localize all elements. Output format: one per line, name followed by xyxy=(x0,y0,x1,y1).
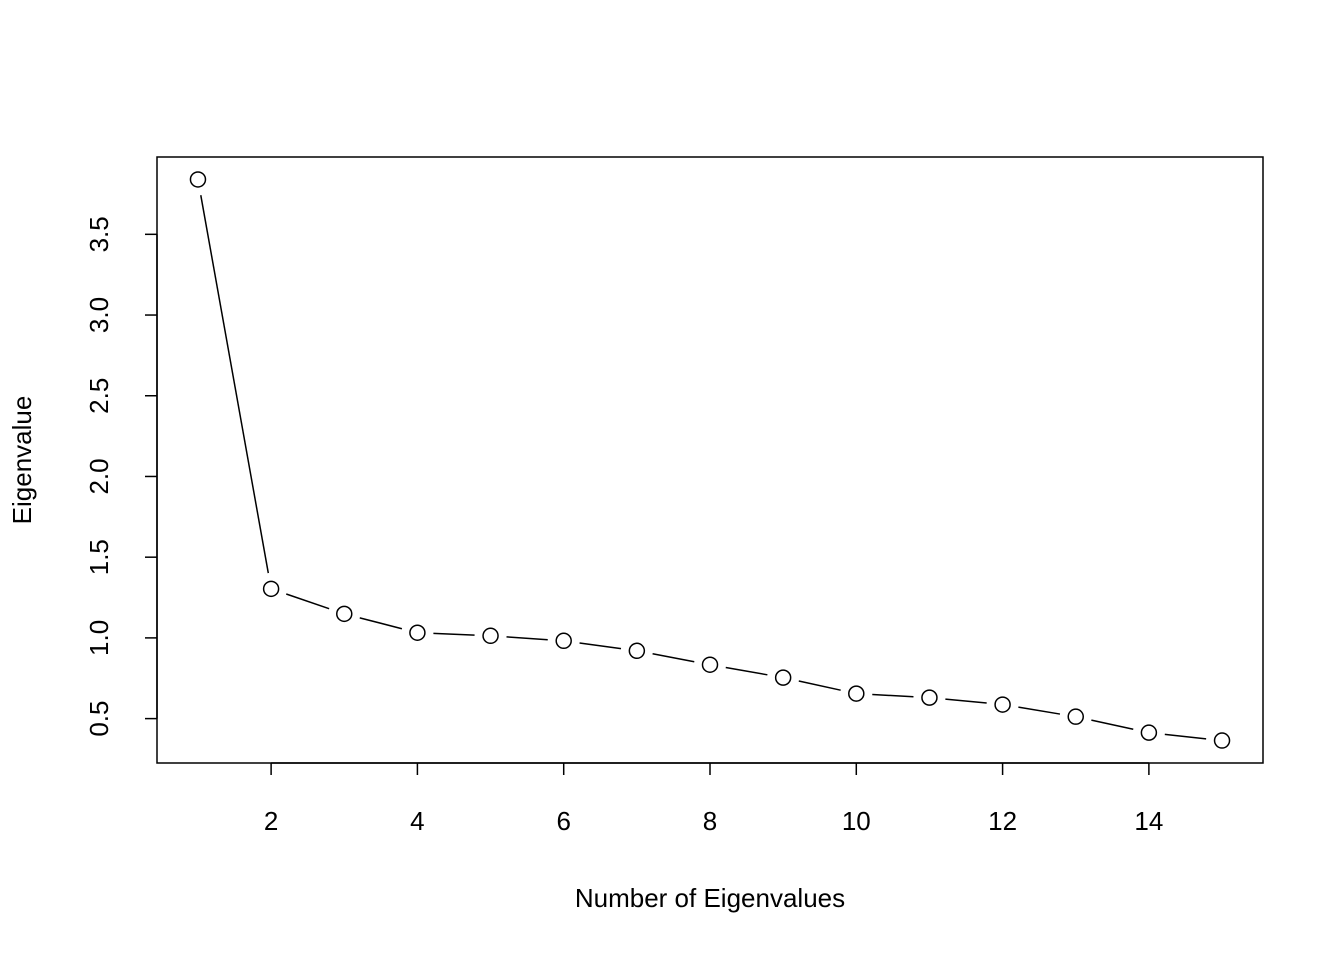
point xyxy=(994,696,1011,713)
point xyxy=(1213,732,1231,749)
line-segment xyxy=(286,593,330,610)
line-segment xyxy=(872,693,914,698)
point xyxy=(482,627,499,645)
x-tick-label: 10 xyxy=(842,806,871,836)
point xyxy=(1140,724,1158,741)
x-tick-label: 8 xyxy=(703,806,717,836)
line-segment xyxy=(1164,733,1207,740)
line-segment xyxy=(798,680,841,691)
line-segment xyxy=(652,653,695,663)
y-axis-title: Eigenvalue xyxy=(7,396,37,525)
point xyxy=(774,669,792,686)
line-segment xyxy=(945,698,987,704)
line-segment xyxy=(1091,719,1134,730)
y-tick-label: 2.0 xyxy=(84,458,114,494)
line-segment xyxy=(579,642,622,650)
point xyxy=(555,632,572,650)
point xyxy=(189,171,207,188)
point xyxy=(921,689,938,706)
y-tick-label: 1.0 xyxy=(84,620,114,656)
x-tick-label: 6 xyxy=(556,806,570,836)
x-tick-label: 12 xyxy=(988,806,1017,836)
point xyxy=(336,605,353,623)
line-segment xyxy=(200,195,270,574)
line-segment xyxy=(359,617,403,630)
point xyxy=(262,580,280,598)
x-tick-label: 4 xyxy=(410,806,424,836)
line-segment xyxy=(433,632,475,636)
x-tick-label: 14 xyxy=(1134,806,1163,836)
x-axis-title: Number of Eigenvalues xyxy=(575,883,845,913)
y-tick-label: 2.5 xyxy=(84,378,114,414)
point xyxy=(848,685,865,702)
line-segment xyxy=(1018,706,1061,715)
point xyxy=(1067,708,1084,725)
y-tick-label: 3.0 xyxy=(84,297,114,333)
y-tick-label: 1.5 xyxy=(84,539,114,575)
point xyxy=(701,656,719,673)
point xyxy=(409,624,426,641)
y-tick-label: 0.5 xyxy=(84,701,114,737)
line-segment xyxy=(506,636,548,641)
x-tick-label: 2 xyxy=(264,806,278,836)
y-tick-label: 3.5 xyxy=(84,216,114,252)
point xyxy=(628,642,646,660)
line-segment xyxy=(725,666,768,676)
